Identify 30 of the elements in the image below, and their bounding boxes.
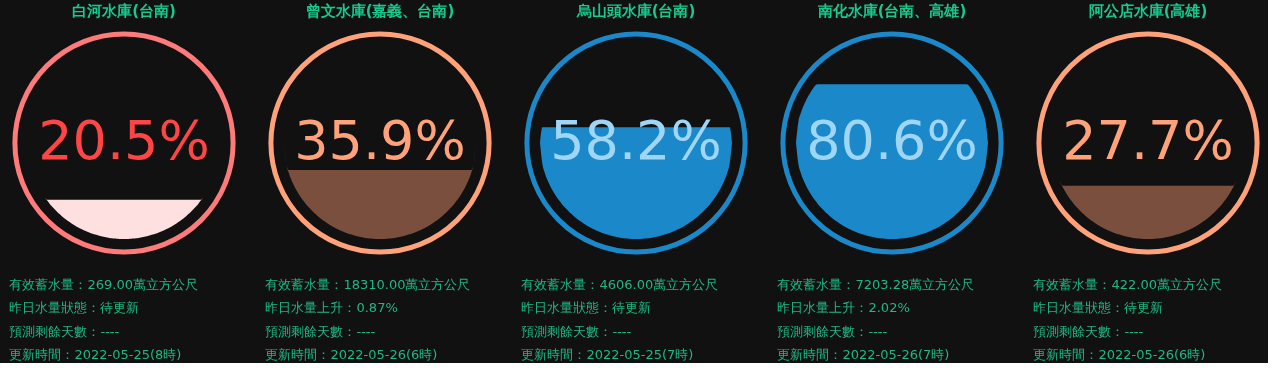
text: 預測剩餘天數：---- — [777, 323, 888, 339]
text: 更新時間：2022-05-26(7時) — [777, 347, 950, 363]
text: 更新時間：2022-05-25(8時) — [9, 347, 182, 363]
data-label: 20.5% — [38, 109, 210, 172]
text: 阿公店水庫(高雄) — [1088, 2, 1208, 20]
text: 有效蓄水量：4606.00萬立方公尺 — [521, 276, 719, 292]
text: 昨日水量上升：0.87% — [265, 300, 398, 316]
text: 預測剩餘天數：---- — [9, 323, 120, 339]
text: 昨日水量狀態：待更新 — [521, 300, 652, 316]
text: 預測剩餘天數：---- — [1033, 323, 1144, 339]
text: 昨日水量狀態：待更新 — [9, 300, 140, 316]
text: 曾文水庫(嘉義、台南) — [305, 2, 455, 20]
text: 有效蓄水量：7203.28萬立方公尺 — [777, 276, 975, 292]
text: 更新時間：2022-05-25(7時) — [521, 347, 694, 363]
text: 白河水庫(台南) — [72, 2, 176, 20]
data-label: 27.7% — [1062, 109, 1234, 172]
text: 更新時間：2022-05-26(6時) — [1033, 347, 1206, 363]
text: 昨日水量狀態：待更新 — [1033, 300, 1164, 316]
text: 有效蓄水量：18310.00萬立方公尺 — [265, 276, 471, 292]
text: 預測剩餘天數：---- — [521, 323, 632, 339]
text: 昨日水量上升：2.02% — [777, 300, 910, 316]
text: 南化水庫(台南、高雄) — [816, 2, 967, 20]
data-label: 80.6% — [806, 109, 978, 172]
text: 烏山頭水庫(台南) — [575, 2, 696, 20]
text: 有效蓄水量：422.00萬立方公尺 — [1033, 276, 1222, 292]
text: 更新時間：2022-05-26(6時) — [265, 347, 438, 363]
text: 有效蓄水量：269.00萬立方公尺 — [9, 276, 198, 292]
data-label: 35.9% — [294, 109, 466, 172]
data-label: 58.2% — [550, 109, 722, 172]
text: 預測剩餘天數：---- — [265, 323, 376, 339]
